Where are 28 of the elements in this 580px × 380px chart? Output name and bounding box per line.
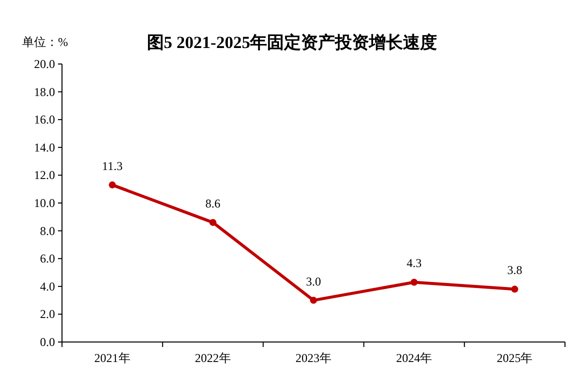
y-tick-label: 4.0: [40, 279, 55, 294]
x-tick-label: 2021年: [94, 351, 130, 365]
y-tick-label: 16.0: [34, 112, 55, 127]
point: [511, 286, 518, 293]
y-axis-title: 单位：%: [22, 35, 68, 49]
y-tick-label: 8.0: [40, 224, 55, 238]
point: [410, 278, 418, 286]
x-tick-label: 2025年: [496, 351, 533, 365]
data-label: 3.8: [507, 263, 522, 278]
point: [310, 296, 317, 304]
y-tick-label: 12.0: [34, 168, 55, 182]
data-label: 4.3: [406, 256, 422, 270]
point: [209, 218, 216, 226]
y-tick-label: 0.0: [40, 335, 55, 349]
y-tick-label: 20.0: [34, 57, 55, 71]
chart-title: 图5 2021-2025年固定资产投资增长速度: [146, 33, 438, 52]
data-label: 11.3: [102, 158, 123, 173]
data-label: 8.6: [205, 196, 220, 210]
data-label: 3.0: [306, 274, 321, 288]
y-tick-label: 6.0: [40, 252, 55, 266]
x-tick-label: 2022年: [194, 351, 231, 365]
x-tick-label: 2024年: [396, 351, 432, 365]
y-tick-label: 14.0: [34, 140, 55, 154]
x-tick-label: 2023年: [296, 351, 332, 365]
y-tick-label: 10.0: [34, 196, 55, 210]
y-tick-label: 18.0: [34, 84, 55, 99]
y-tick-label: 2.0: [40, 307, 55, 322]
point: [108, 181, 116, 188]
